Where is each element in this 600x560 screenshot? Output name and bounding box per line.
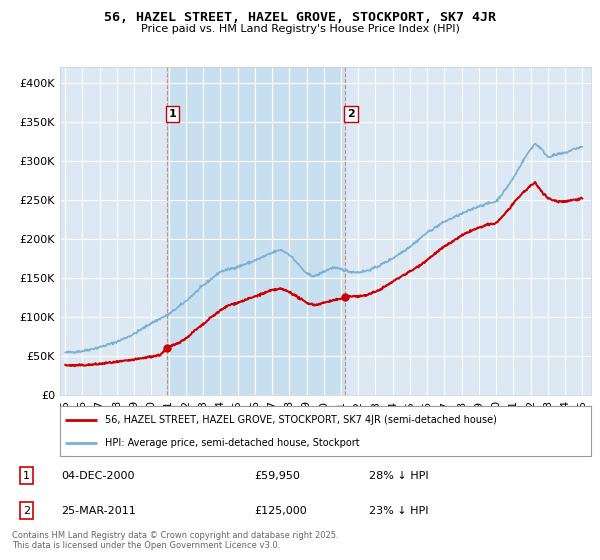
Text: Contains HM Land Registry data © Crown copyright and database right 2025.
This d: Contains HM Land Registry data © Crown c… [12,530,338,550]
Text: £59,950: £59,950 [254,471,300,481]
Text: HPI: Average price, semi-detached house, Stockport: HPI: Average price, semi-detached house,… [105,438,360,448]
Text: 25-MAR-2011: 25-MAR-2011 [61,506,136,516]
Text: 04-DEC-2000: 04-DEC-2000 [61,471,134,481]
Bar [167,67,346,395]
Text: 56, HAZEL STREET, HAZEL GROVE, STOCKPORT, SK7 4JR: 56, HAZEL STREET, HAZEL GROVE, STOCKPORT… [104,11,496,24]
Text: 2: 2 [347,109,355,119]
Text: 2: 2 [23,506,30,516]
Text: 1: 1 [23,471,30,481]
Text: 23% ↓ HPI: 23% ↓ HPI [369,506,428,516]
Text: 28% ↓ HPI: 28% ↓ HPI [369,471,429,481]
Text: £125,000: £125,000 [254,506,307,516]
Text: 1: 1 [169,109,176,119]
Text: Price paid vs. HM Land Registry's House Price Index (HPI): Price paid vs. HM Land Registry's House … [140,24,460,34]
Text: 56, HAZEL STREET, HAZEL GROVE, STOCKPORT, SK7 4JR (semi-detached house): 56, HAZEL STREET, HAZEL GROVE, STOCKPORT… [105,414,497,424]
